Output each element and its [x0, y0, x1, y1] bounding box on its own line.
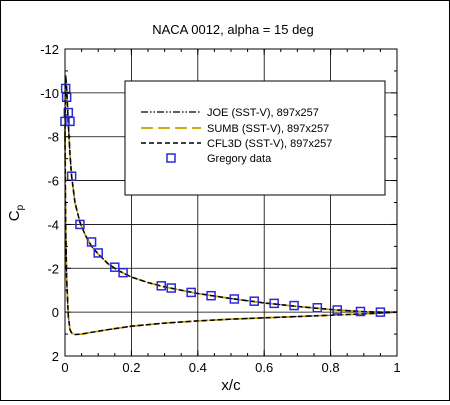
legend-entry-sumb: SUMB (SST-V), 897x257: [207, 123, 329, 135]
x-tick-label: 0.2: [122, 360, 140, 375]
y-tick-label: -8: [47, 130, 59, 145]
gregory-data-point: [249, 296, 259, 306]
legend-swatch-gregory: [166, 153, 176, 163]
gregory-data-point: [186, 287, 196, 298]
ticks: 0 0.2 0.4 0.6 0.8 1-12-10-8-6-4-202: [40, 42, 400, 375]
x-tick-label: 0.4: [189, 360, 207, 375]
gregory-data-point: [332, 305, 342, 315]
x-axis-label: x/c: [221, 377, 241, 394]
gregory-data-point: [156, 281, 167, 291]
cfl3d-lower-surface-line: [64, 136, 398, 336]
legend: JOE (SST-V), 897x257 SUMB (SST-V), 897x25…: [124, 80, 386, 196]
legend-box: [124, 80, 386, 196]
gregory-data-point: [66, 171, 77, 181]
gregory-data-point: [63, 107, 74, 118]
y-tick-label: 0: [52, 305, 59, 320]
gregory-data-point: [75, 219, 85, 230]
gregory-data-point: [229, 294, 240, 304]
gregory-data-point: [206, 290, 216, 301]
x-tick-label: 1: [393, 360, 400, 375]
legend-entry-gregory: Gregory data: [207, 153, 272, 165]
gregory-data-point: [289, 300, 299, 311]
gregory-data-point: [355, 306, 366, 317]
x-tick-label: 0.8: [322, 360, 340, 375]
gregory-data-point: [110, 262, 120, 272]
gregory-data-point: [312, 303, 323, 313]
y-tick-label: -12: [40, 42, 59, 57]
gregory-data-point: [375, 307, 386, 317]
legend-entry-cfl3d: CFL3D (SST-V), 897x257: [207, 138, 332, 150]
gregory-data-point: [86, 237, 97, 247]
x-tick-label: 0.6: [255, 360, 273, 375]
y-axis-label-group: Cp: [6, 204, 26, 221]
gregory-data-point: [118, 267, 128, 278]
y-axis-label-subscript: p: [15, 204, 26, 210]
gregory-data-point: [93, 248, 103, 258]
legend-entry-joe: JOE (SST-V), 897x257: [207, 107, 319, 119]
y-axis-label: Cp: [6, 204, 26, 221]
y-tick-label: 2: [52, 349, 59, 364]
y-tick-label: -2: [47, 261, 59, 276]
gregory-data-point: [166, 283, 176, 293]
y-tick-label: -6: [47, 174, 59, 189]
chart-title: NACA 0012, alpha = 15 deg: [152, 22, 314, 37]
gregory-data-point: [269, 298, 279, 309]
y-tick-label: -4: [47, 217, 59, 232]
y-tick-label: -10: [40, 86, 59, 101]
x-tick-label: 0: [61, 360, 68, 375]
y-axis-label-main: C: [6, 210, 23, 221]
marker-series: [60, 83, 386, 317]
gregory-data-point: [65, 116, 75, 127]
